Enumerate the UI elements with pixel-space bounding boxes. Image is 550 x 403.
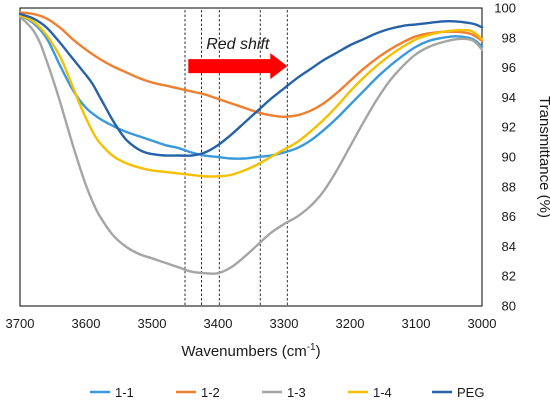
x-tick-label: 3000 <box>468 316 497 331</box>
x-tick-label: 3200 <box>336 316 365 331</box>
x-axis-ticks: 3700 3600 3500 3400 3300 3200 3100 3000 <box>6 316 497 331</box>
y-tick-label: 94 <box>502 90 516 105</box>
x-tick-label: 3300 <box>270 316 299 331</box>
y-tick-label: 82 <box>502 269 516 284</box>
legend: 1-1 1-2 1-3 1-4 PEG <box>90 385 484 400</box>
y-tick-label: 96 <box>502 60 516 75</box>
x-tick-label: 3400 <box>204 316 233 331</box>
red-shift-arrow <box>188 53 288 80</box>
legend-label-1-1: 1-1 <box>115 385 134 400</box>
legend-label-1-4: 1-4 <box>373 385 392 400</box>
y-tick-label: 88 <box>502 179 516 194</box>
x-tick-label: 3600 <box>72 316 101 331</box>
x-tick-label: 3700 <box>6 316 35 331</box>
x-tick-label: 3100 <box>402 316 431 331</box>
y-axis-title: Transmittance (%) <box>536 96 550 218</box>
series-line-1-1 <box>18 14 484 160</box>
series-lines <box>18 11 484 275</box>
legend-label-1-2: 1-2 <box>201 385 220 400</box>
x-axis-title: Wavenumbers (cm-1) <box>181 342 320 360</box>
y-tick-label: 98 <box>502 30 516 45</box>
y-axis-ticks: 80 82 84 86 88 90 92 94 96 98 100 <box>494 1 516 314</box>
y-tick-label: 92 <box>502 120 516 135</box>
y-tick-label: 84 <box>502 239 516 254</box>
y-tick-label: 86 <box>502 209 516 224</box>
red-shift-annotation: Red shift <box>188 36 288 80</box>
series-line-1-4 <box>18 14 484 178</box>
x-tick-label: 3500 <box>138 316 167 331</box>
series-line-PEG <box>18 12 484 157</box>
y-tick-label: 80 <box>502 299 516 314</box>
legend-label-PEG: PEG <box>457 385 484 400</box>
legend-label-1-3: 1-3 <box>287 385 306 400</box>
red-shift-label: Red shift <box>206 36 270 53</box>
y-tick-label: 100 <box>494 1 516 16</box>
series-line-1-3 <box>18 15 484 275</box>
y-tick-label: 90 <box>502 150 516 165</box>
